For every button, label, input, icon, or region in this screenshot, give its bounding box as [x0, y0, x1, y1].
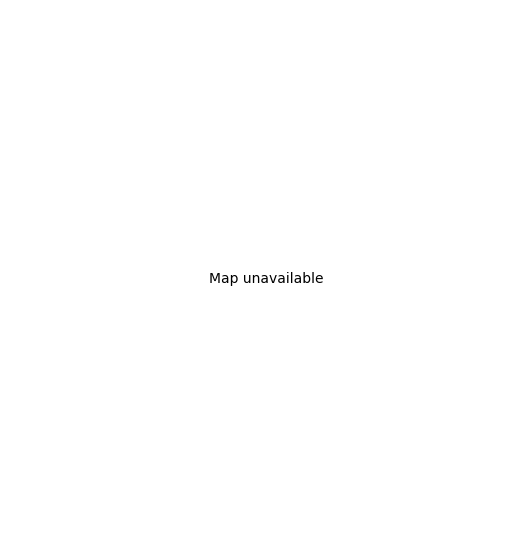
Text: Map unavailable: Map unavailable	[209, 272, 323, 286]
